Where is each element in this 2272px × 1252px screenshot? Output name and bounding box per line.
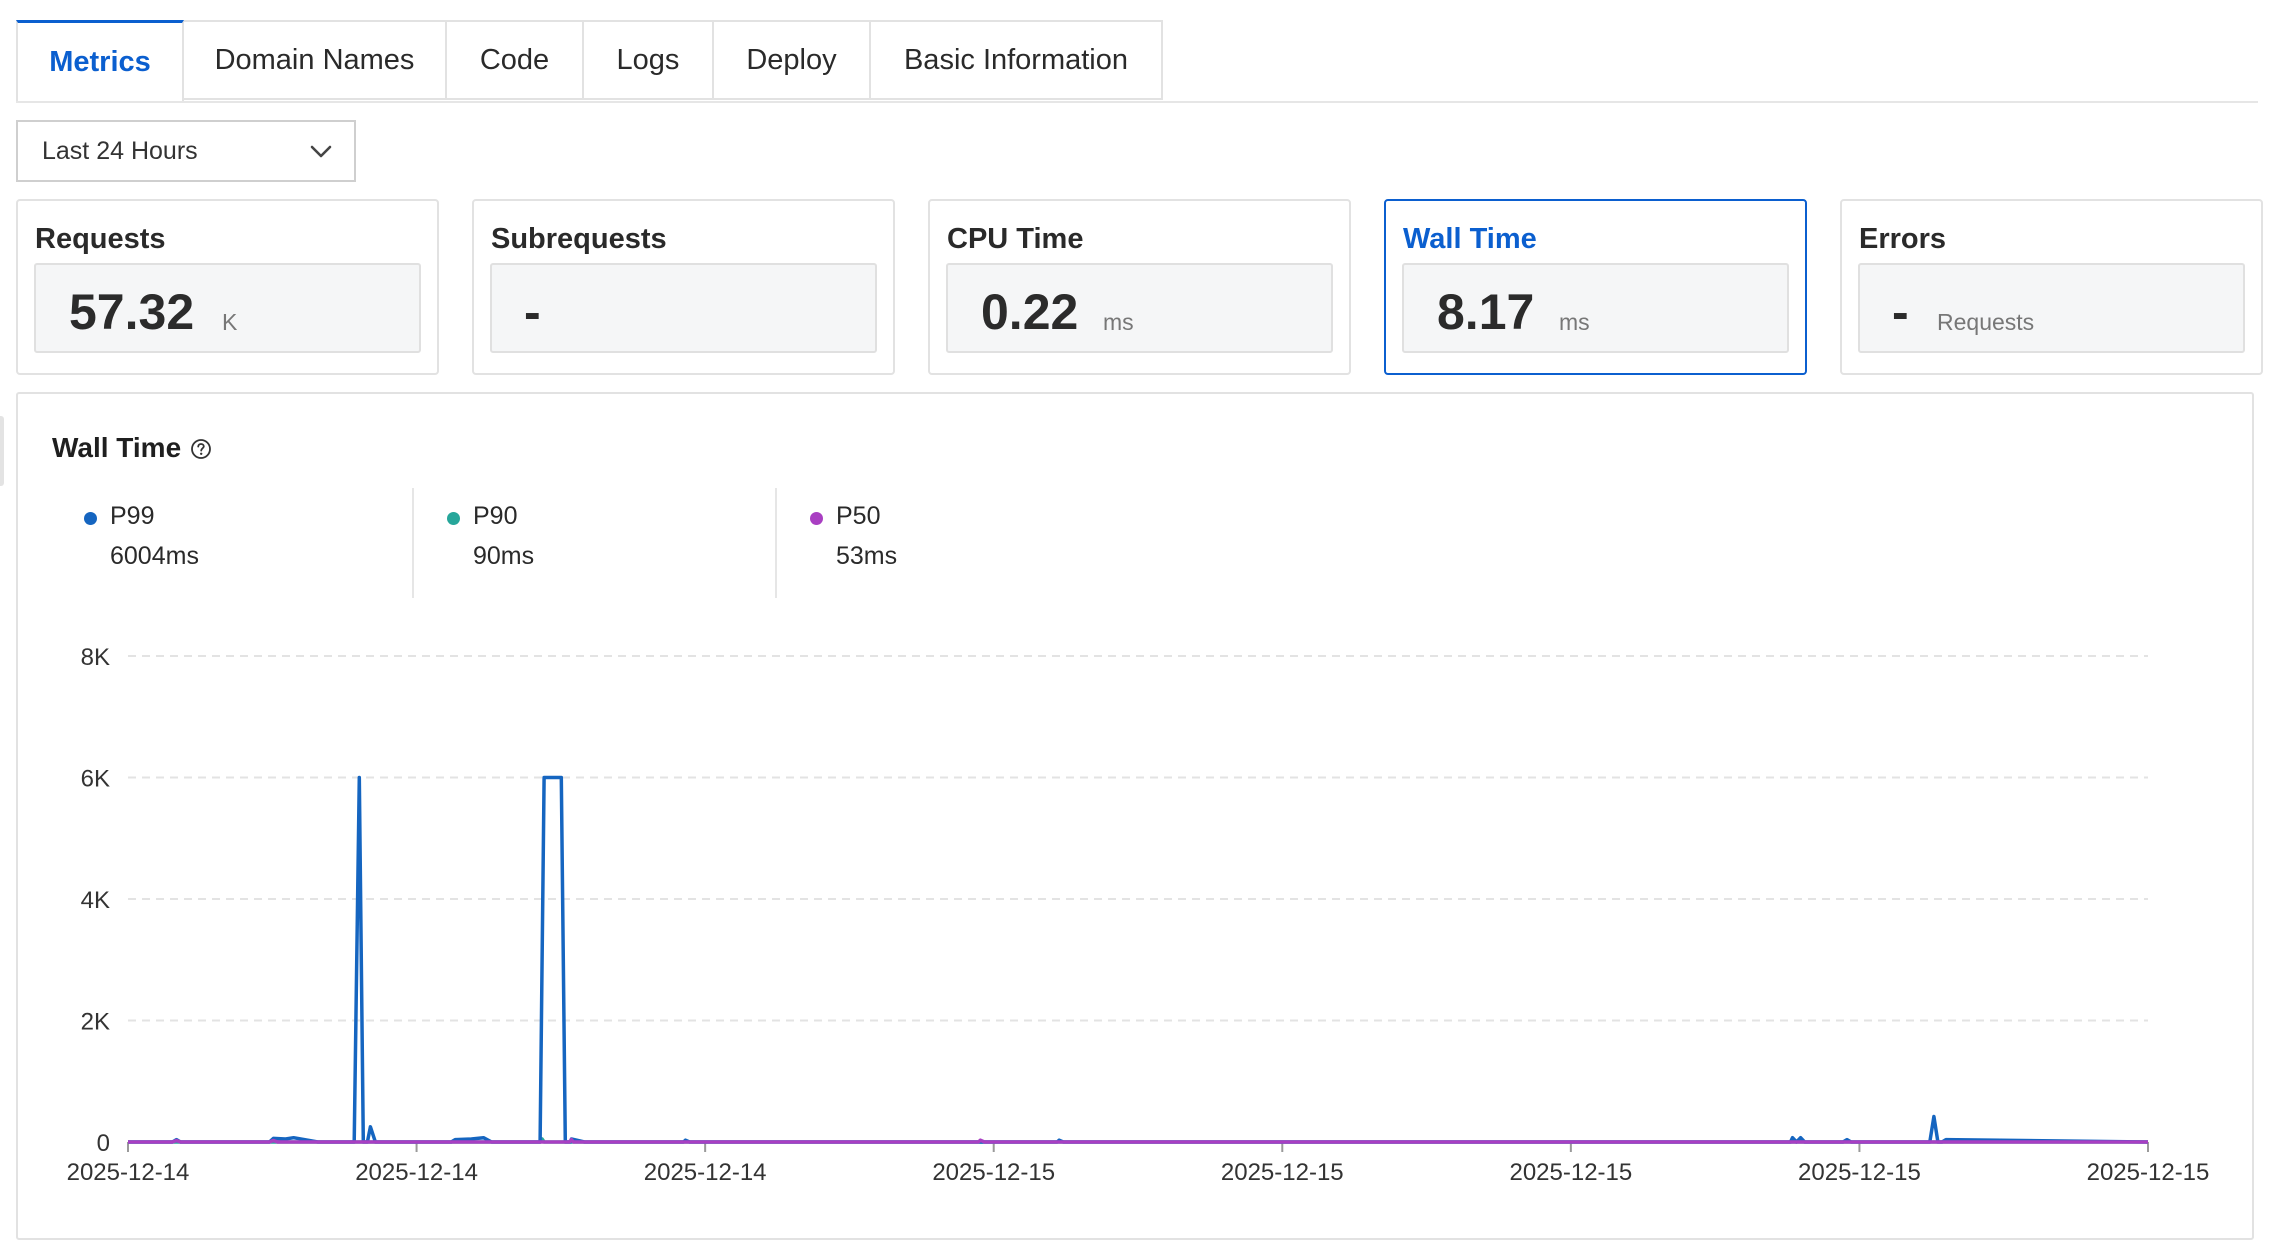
wall-time-chart[interactable]: 0 2K 4K 6K 8K 2025-12-14 2025-12-14 2025-12-14 2… <box>18 394 2252 1238</box>
y-tick-label: 8K <box>81 644 110 671</box>
tab-bar-divider <box>16 101 2258 103</box>
legend-name: P99 <box>110 502 155 530</box>
time-range-value: Last 24 Hours <box>42 136 198 165</box>
x-tick-label: 2025-12-14 <box>644 1159 767 1186</box>
legend-divider <box>775 488 777 598</box>
chart-panel: Wall Time P99 6004ms P90 90ms P50 53ms 0… <box>16 392 2254 1240</box>
legend-dot <box>84 512 97 525</box>
metric-value: - <box>1892 284 1909 340</box>
metric-value-box: 8.17 ms <box>1402 263 1789 353</box>
tab-bar: Metrics Domain Names Code Logs Deploy Ba… <box>16 20 1163 103</box>
tab-metrics[interactable]: Metrics <box>16 20 184 103</box>
metric-unit: K <box>222 309 238 335</box>
metric-card-title: Wall Time <box>1403 223 1537 255</box>
metric-card-subrequests[interactable]: Subrequests - <box>472 199 895 375</box>
tab-code[interactable]: Code <box>447 20 584 100</box>
y-tick-label: 4K <box>81 887 110 914</box>
x-tick-label: 2025-12-14 <box>355 1159 478 1186</box>
metric-card-cpu-time[interactable]: CPU Time 0.22 ms <box>928 199 1351 375</box>
metric-value: 8.17 <box>1437 284 1535 340</box>
metric-card-title: Subrequests <box>491 223 667 255</box>
x-tick-label: 2025-12-15 <box>1509 1159 1632 1186</box>
metric-card-errors[interactable]: Errors - Requests <box>1840 199 2263 375</box>
series-line-p99 <box>128 775 2149 1144</box>
legend-dot <box>447 512 460 525</box>
metric-value: 0.22 <box>981 284 1079 340</box>
x-tick-label: 2025-12-15 <box>2087 1159 2210 1186</box>
metric-unit: ms <box>1103 309 1134 335</box>
metric-unit: Requests <box>1937 309 2035 335</box>
y-tick-label: 2K <box>81 1009 110 1036</box>
metric-card-requests[interactable]: Requests 57.32 K <box>16 199 439 375</box>
metric-value-box: 57.32 K <box>34 263 421 353</box>
metric-card-title: Requests <box>35 223 166 255</box>
metric-unit: ms <box>1559 309 1590 335</box>
x-tick-label: 2025-12-14 <box>67 1159 190 1186</box>
x-tick-label: 2025-12-15 <box>1798 1159 1921 1186</box>
x-tick-label: 2025-12-15 <box>932 1159 1055 1186</box>
metric-value-box: - <box>490 263 877 353</box>
tab-deploy[interactable]: Deploy <box>714 20 871 100</box>
side-panel-handle[interactable] <box>0 416 4 486</box>
legend-name: P50 <box>836 502 881 530</box>
x-tick-label: 2025-12-15 <box>1221 1159 1344 1186</box>
legend-name: P90 <box>473 502 518 530</box>
y-tick-label: 0 <box>97 1130 110 1157</box>
legend-value: 90ms <box>473 542 535 570</box>
metric-card-wall-time[interactable]: Wall Time 8.17 ms <box>1384 199 1807 375</box>
time-range-select[interactable]: Last 24 Hours <box>16 120 356 182</box>
tab-basic-information[interactable]: Basic Information <box>871 20 1163 100</box>
metric-value: - <box>524 284 541 340</box>
tab-domain-names[interactable]: Domain Names <box>184 20 447 100</box>
chevron-down-icon <box>310 145 332 158</box>
legend-dot <box>810 512 823 525</box>
series-line-p50 <box>128 1137 2148 1144</box>
question-circle-icon[interactable] <box>190 438 212 460</box>
metric-value: 57.32 <box>69 284 195 340</box>
metric-card-title: Errors <box>1859 223 1947 255</box>
metric-value-box: 0.22 ms <box>946 263 1333 353</box>
legend-value: 6004ms <box>110 542 199 570</box>
legend-value: 53ms <box>836 542 898 570</box>
tab-logs[interactable]: Logs <box>584 20 714 100</box>
metric-value-box: - Requests <box>1858 263 2245 353</box>
metric-card-title: CPU Time <box>947 223 1084 255</box>
y-tick-label: 6K <box>81 766 110 793</box>
legend-divider <box>412 488 414 598</box>
chart-title: Wall Time <box>52 432 182 463</box>
